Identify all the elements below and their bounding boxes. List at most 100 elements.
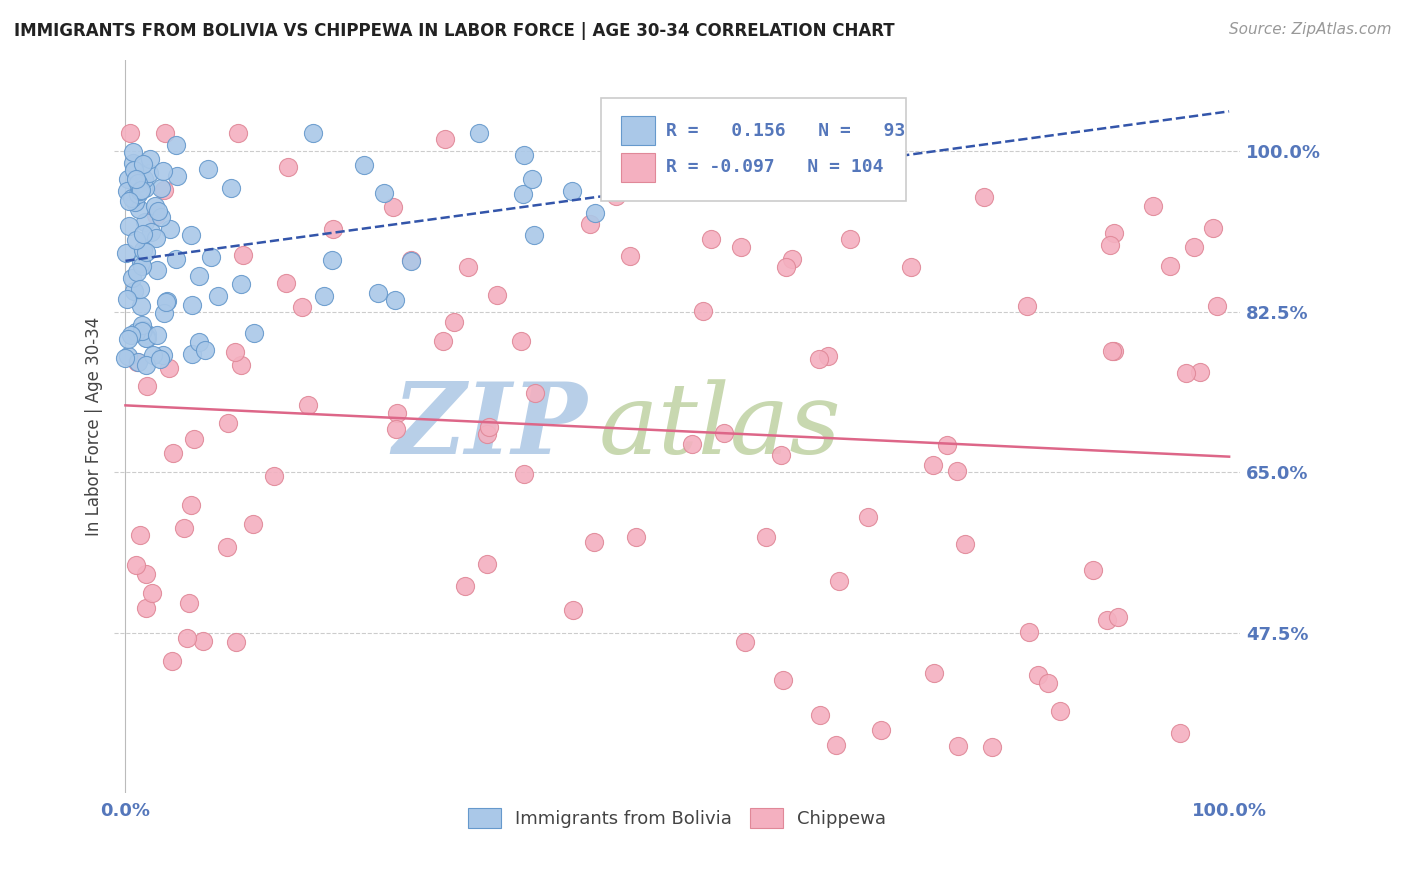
Point	[808, 708, 831, 723]
Point	[165, 138, 187, 153]
Point	[145, 208, 167, 222]
Point	[839, 232, 862, 246]
Point	[276, 276, 298, 290]
Text: R =   0.156   N =   93: R = 0.156 N = 93	[666, 122, 905, 140]
Point	[124, 233, 146, 247]
Point	[921, 458, 943, 473]
Point	[486, 288, 509, 302]
Point	[135, 244, 157, 259]
Point	[141, 585, 163, 599]
Point	[193, 634, 215, 648]
Point	[523, 227, 546, 242]
Point	[477, 558, 499, 572]
Point	[509, 334, 531, 348]
Point	[155, 126, 177, 140]
Text: Source: ZipAtlas.com: Source: ZipAtlas.com	[1229, 22, 1392, 37]
Point	[200, 250, 222, 264]
Point	[692, 304, 714, 318]
Point	[922, 666, 945, 681]
Point	[399, 252, 422, 267]
Point	[215, 540, 238, 554]
Point	[981, 740, 1004, 755]
Point	[825, 738, 848, 752]
Point	[769, 448, 792, 462]
Point	[129, 299, 152, 313]
Point	[512, 186, 534, 201]
Point	[132, 323, 155, 337]
Point	[229, 277, 252, 291]
Point	[297, 398, 319, 412]
Point	[1095, 613, 1118, 627]
Point	[353, 158, 375, 172]
Point	[146, 263, 169, 277]
Point	[115, 292, 138, 306]
Point	[263, 469, 285, 483]
Point	[134, 181, 156, 195]
Bar	[621, 116, 655, 145]
Point	[187, 268, 209, 283]
Point	[153, 182, 176, 196]
Point	[120, 327, 142, 342]
Point	[713, 425, 735, 440]
Point	[162, 446, 184, 460]
Point	[188, 334, 211, 349]
Point	[127, 354, 149, 368]
Point	[117, 332, 139, 346]
Point	[159, 222, 181, 236]
Point	[312, 289, 335, 303]
Point	[1142, 199, 1164, 213]
Point	[1175, 366, 1198, 380]
Point	[149, 210, 172, 224]
Point	[561, 184, 583, 198]
Point	[117, 171, 139, 186]
Point	[1028, 668, 1050, 682]
Point	[128, 527, 150, 541]
Point	[180, 227, 202, 242]
Point	[755, 531, 778, 545]
Point	[1159, 259, 1181, 273]
Point	[522, 171, 544, 186]
Point	[176, 632, 198, 646]
Point	[1102, 343, 1125, 358]
Point	[207, 289, 229, 303]
Point	[583, 205, 606, 219]
Point	[242, 326, 264, 341]
Point	[1081, 563, 1104, 577]
Point	[139, 152, 162, 166]
Point	[513, 467, 536, 481]
Point	[228, 126, 250, 140]
Point	[231, 248, 253, 262]
Point	[457, 260, 479, 274]
Point	[432, 334, 454, 348]
Point	[177, 596, 200, 610]
Point	[1049, 704, 1071, 718]
Point	[156, 293, 179, 308]
Point	[131, 318, 153, 332]
Point	[583, 535, 606, 549]
Point	[148, 351, 170, 366]
Point	[127, 186, 149, 201]
Point	[936, 438, 959, 452]
Point	[619, 249, 641, 263]
Point	[385, 421, 408, 435]
Point	[870, 723, 893, 738]
Point	[579, 218, 602, 232]
Point	[132, 157, 155, 171]
Point	[224, 344, 246, 359]
Point	[367, 286, 389, 301]
Point	[148, 203, 170, 218]
Point	[127, 355, 149, 369]
Point	[117, 350, 139, 364]
Point	[277, 160, 299, 174]
Point	[135, 566, 157, 581]
Point	[1102, 226, 1125, 240]
Point	[302, 126, 325, 140]
Point	[1182, 240, 1205, 254]
Point	[387, 406, 409, 420]
Point	[129, 184, 152, 198]
Point	[1202, 221, 1225, 235]
Point	[135, 358, 157, 372]
Point	[856, 510, 879, 524]
Point	[946, 464, 969, 478]
Point	[118, 219, 141, 233]
